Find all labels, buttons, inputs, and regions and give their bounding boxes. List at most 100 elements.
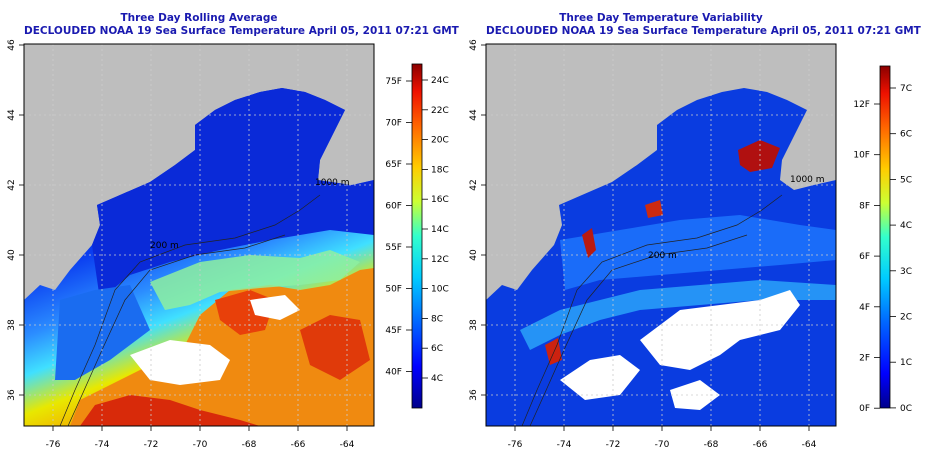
latitude-tick-label: 40 bbox=[469, 249, 479, 261]
contour-label: 1000 m bbox=[315, 178, 350, 188]
warm-core bbox=[80, 395, 260, 426]
warm-eddy-2 bbox=[300, 315, 370, 380]
contour-label: 200 m bbox=[150, 241, 179, 251]
celsius-tick-label: 6C bbox=[900, 130, 912, 140]
celsius-tick-label: 0C bbox=[900, 404, 912, 414]
fahrenheit-tick-label: 55F bbox=[385, 243, 402, 253]
fahrenheit-tick-label: 40F bbox=[385, 368, 402, 378]
latitude-tick-label: 42 bbox=[469, 179, 479, 190]
right-map-title: Three Day Temperature Variability DECLOU… bbox=[486, 12, 921, 38]
isobath-contour-2 bbox=[529, 234, 748, 426]
graticule bbox=[486, 44, 836, 426]
celsius-tick-label: 18C bbox=[431, 165, 449, 175]
axis-labels: -76 -74 -72 -70 -68 -66 -64 46 44 42 40 38 36 -76 -74 -… bbox=[7, 39, 912, 450]
latitude-tick-label: 42 bbox=[7, 179, 17, 190]
right-title-line1: Three Day Temperature Variability bbox=[559, 12, 763, 24]
celsius-tick-label: 22C bbox=[431, 106, 449, 116]
fahrenheit-tick-label: 60F bbox=[385, 202, 402, 212]
gulf-stream-warm-water bbox=[70, 268, 374, 426]
fahrenheit-tick-label: 70F bbox=[385, 119, 402, 129]
left-map-area bbox=[24, 44, 374, 426]
celsius-tick-label: 12C bbox=[431, 255, 449, 265]
cloud-gap bbox=[130, 340, 230, 385]
fahrenheit-tick-label: 75F bbox=[385, 77, 402, 87]
fahrenheit-tick-label: 50F bbox=[385, 285, 402, 295]
celsius-tick-label: 2C bbox=[900, 313, 912, 323]
right-title-line2: DECLOUDED NOAA 19 Sea Surface Temperatur… bbox=[486, 25, 921, 37]
latitude-tick-label: 44 bbox=[469, 109, 479, 121]
longitude-tick-label: -72 bbox=[144, 440, 159, 450]
fahrenheit-tick-label: 12F bbox=[853, 100, 870, 110]
longitude-tick-label: -70 bbox=[655, 440, 670, 450]
right-colorbar bbox=[879, 65, 891, 409]
fahrenheit-tick-label: 2F bbox=[859, 354, 870, 364]
longitude-tick-label: -70 bbox=[193, 440, 208, 450]
cloud-gap-2 bbox=[250, 295, 300, 320]
celsius-tick-label: 20C bbox=[431, 136, 449, 146]
isobath-contour-2 bbox=[67, 234, 286, 426]
left-map-frame bbox=[23, 43, 375, 427]
fahrenheit-tick-label: 6F bbox=[859, 252, 870, 262]
celsius-tick-label: 14C bbox=[431, 225, 449, 235]
celsius-tick-label: 10C bbox=[431, 285, 449, 295]
longitude-tick-label: -64 bbox=[340, 440, 355, 450]
fahrenheit-tick-label: 10F bbox=[853, 151, 870, 161]
longitude-tick-label: -72 bbox=[606, 440, 621, 450]
contour-label: 200 m bbox=[648, 251, 677, 261]
high-variability-patch-3 bbox=[545, 338, 562, 365]
fahrenheit-tick-label: 65F bbox=[385, 160, 402, 170]
left-map-title: Three Day Rolling Average DECLOUDED NOAA… bbox=[24, 12, 459, 38]
variability-band bbox=[560, 215, 836, 290]
celsius-tick-label: 3C bbox=[900, 267, 912, 277]
longitude-tick-label: -74 bbox=[95, 440, 110, 450]
longitude-tick-label: -68 bbox=[242, 440, 257, 450]
longitude-tick-label: -68 bbox=[704, 440, 719, 450]
latitude-tick-label: 46 bbox=[7, 39, 17, 51]
shelf-water bbox=[55, 285, 150, 380]
left-colorbar bbox=[411, 63, 423, 409]
latitude-tick-label: 46 bbox=[469, 39, 479, 51]
celsius-tick-label: 4C bbox=[431, 374, 443, 384]
celsius-tick-label: 4C bbox=[900, 221, 912, 231]
latitude-tick-label: 36 bbox=[7, 389, 17, 401]
left-title-line2: DECLOUDED NOAA 19 Sea Surface Temperatur… bbox=[24, 25, 459, 37]
latitude-tick-label: 44 bbox=[7, 109, 17, 121]
longitude-tick-label: -66 bbox=[291, 440, 306, 450]
isobath-contour bbox=[59, 194, 321, 426]
celsius-tick-label: 5C bbox=[900, 175, 912, 185]
longitude-tick-label: -76 bbox=[508, 440, 523, 450]
latitude-tick-label: 38 bbox=[7, 319, 17, 331]
celsius-tick-label: 1C bbox=[900, 358, 912, 368]
right-map-frame bbox=[485, 43, 837, 427]
left-title-line1: Three Day Rolling Average bbox=[120, 12, 278, 24]
fahrenheit-tick-label: 8F bbox=[859, 201, 870, 211]
graticule bbox=[24, 44, 374, 426]
latitude-tick-label: 38 bbox=[469, 319, 479, 331]
cold-water-region bbox=[92, 88, 374, 300]
celsius-tick-label: 6C bbox=[431, 344, 443, 354]
celsius-tick-label: 7C bbox=[900, 84, 912, 94]
high-variability-patch-4 bbox=[645, 200, 663, 218]
variability-band-2 bbox=[520, 280, 836, 350]
fahrenheit-tick-label: 4F bbox=[859, 303, 870, 313]
celsius-tick-label: 24C bbox=[431, 76, 449, 86]
fahrenheit-tick-label: 0F bbox=[859, 404, 870, 414]
longitude-tick-label: -66 bbox=[753, 440, 768, 450]
fahrenheit-tick-label: 45F bbox=[385, 326, 402, 336]
longitude-tick-label: -76 bbox=[46, 440, 61, 450]
celsius-tick-label: 16C bbox=[431, 195, 449, 205]
cloud-gap-3 bbox=[670, 380, 720, 410]
latitude-tick-label: 36 bbox=[469, 389, 479, 401]
isobath-contour bbox=[521, 194, 783, 426]
longitude-tick-label: -74 bbox=[557, 440, 572, 450]
high-variability-patch bbox=[738, 140, 780, 172]
transition-band bbox=[150, 250, 360, 310]
cloud-gap-2 bbox=[560, 355, 640, 400]
latitude-tick-label: 40 bbox=[7, 249, 17, 261]
celsius-tick-label: 8C bbox=[431, 314, 443, 324]
high-variability-patch-2 bbox=[582, 228, 596, 258]
right-map-area bbox=[486, 44, 836, 426]
contour-label: 1000 m bbox=[790, 175, 825, 185]
longitude-tick-label: -64 bbox=[802, 440, 817, 450]
